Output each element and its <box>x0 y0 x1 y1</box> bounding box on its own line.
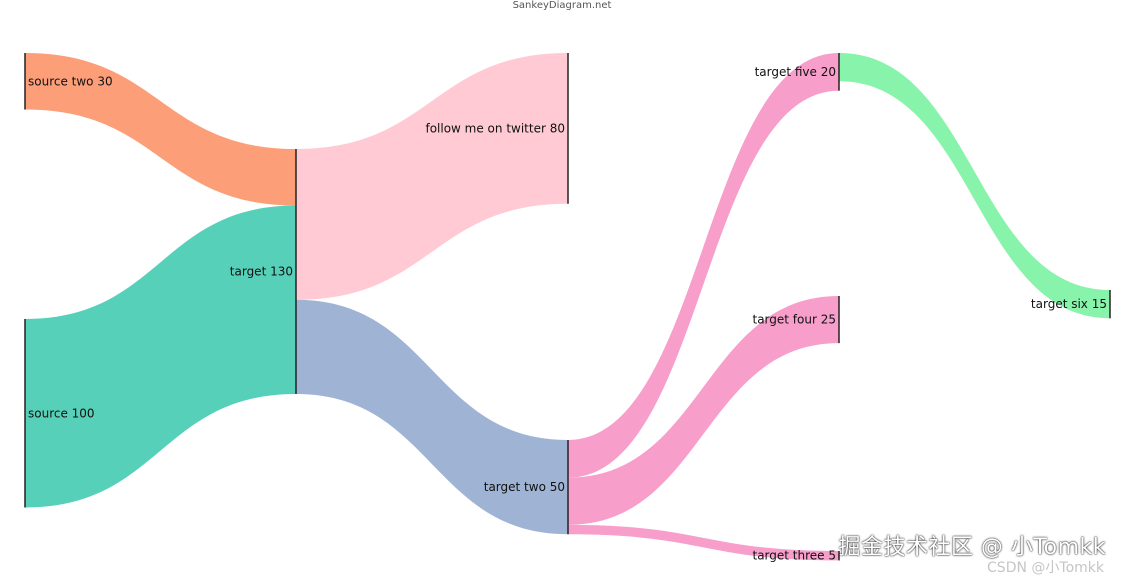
node-label-target_six: target six 15 <box>1031 297 1107 311</box>
link-target_two-to-target_five <box>568 53 839 478</box>
node-label-target_two: target two 50 <box>484 480 565 494</box>
link-target-to-follow <box>296 53 568 300</box>
node-label-target_four: target four 25 <box>753 313 837 327</box>
node-label-follow: follow me on twitter 80 <box>425 121 565 135</box>
node-label-target_three: target three 5 <box>753 549 837 563</box>
node-label-target_five: target five 20 <box>755 65 836 79</box>
link-target-to-target_two <box>296 299 568 535</box>
node-label-source_two: source two 30 <box>28 74 113 88</box>
link-target_five-to-target_six <box>839 53 1110 319</box>
nodes-layer <box>24 53 1111 561</box>
node-label-target: target 130 <box>230 265 293 279</box>
link-target_two-to-target_three <box>568 524 839 561</box>
watermark-juejin: 掘金技术社区 @ 小Tomkk <box>838 535 1106 560</box>
link-source_two-to-target <box>25 53 296 206</box>
watermark-csdn: CSDN @小Tomkk <box>987 560 1104 576</box>
attribution-text: SankeyDiagram.net <box>512 0 612 11</box>
link-target_two-to-target_four <box>568 296 839 525</box>
links-layer <box>25 53 1110 561</box>
labels-layer: source two 30 source 100 target 130 follow … <box>28 65 1107 563</box>
link-source-to-target <box>25 205 296 508</box>
node-label-source: source 100 <box>28 406 95 420</box>
